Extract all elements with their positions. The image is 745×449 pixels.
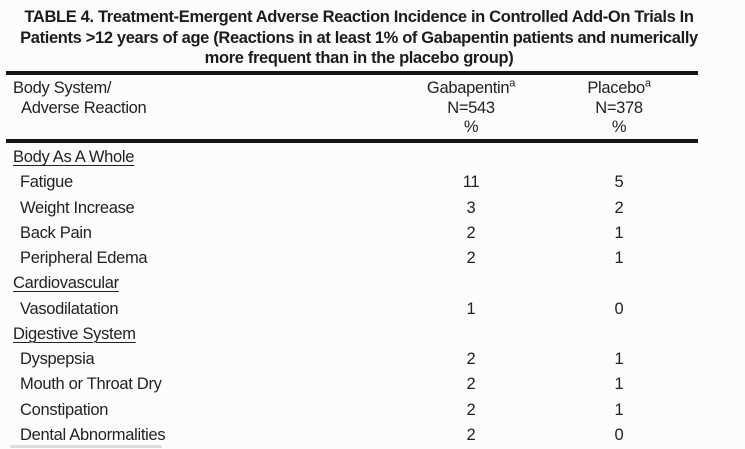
placebo-value: 5	[614, 173, 624, 192]
cutoff-row-fragment	[10, 445, 162, 448]
reaction-label: Dental Abnormalities	[20, 425, 166, 444]
header-gabapentin-n: N=543	[447, 98, 495, 117]
placebo-value: 1	[614, 249, 624, 268]
gabapentin-value: 2	[466, 400, 476, 419]
header-gabapentin: Gabapentina N=543 %	[386, 77, 556, 138]
table-title-line3: more frequent than in the placebo group)	[204, 49, 514, 67]
gabapentin-value: 2	[466, 249, 476, 268]
reaction-label: Fatigue	[20, 173, 73, 192]
header-body-system-line1: Body System/	[13, 79, 112, 97]
category-label: Body As A Whole	[13, 148, 135, 167]
table-row: Mouth or Throat Dry 2 1	[6, 372, 698, 397]
reaction-label: Weight Increase	[20, 198, 135, 217]
table-row: Vasodilatation 1 0	[6, 297, 698, 322]
header-body-system-line2: Adverse Reaction	[21, 98, 147, 117]
gabapentin-value: 2	[466, 223, 476, 242]
category-row: Cardiovascular	[6, 271, 698, 296]
table-row: Fatigue 11 5	[6, 170, 698, 195]
table-header-row: Body System/ Adverse Reaction Gabapentin…	[6, 77, 698, 138]
placebo-value: 1	[614, 350, 624, 369]
reaction-label: Constipation	[20, 400, 109, 419]
header-body-system: Body System/ Adverse Reaction	[6, 79, 386, 138]
gabapentin-value: 3	[466, 198, 476, 217]
horizontal-rule-top	[6, 71, 698, 75]
table-row: Weight Increase 3 2	[6, 196, 698, 221]
placebo-value: 1	[614, 375, 624, 394]
placebo-value: 0	[614, 299, 624, 318]
gabapentin-value: 1	[466, 299, 476, 318]
reaction-label: Mouth or Throat Dry	[20, 375, 162, 394]
footnote-marker-a: a	[644, 77, 651, 90]
table-row: Peripheral Edema 2 1	[6, 246, 698, 271]
table-row: Back Pain 2 1	[6, 221, 698, 246]
category-row: Body As A Whole	[6, 145, 698, 170]
header-placebo: Placeboa N=378 %	[556, 77, 682, 138]
header-gabapentin-unit: %	[463, 118, 479, 136]
reaction-label: Dyspepsia	[20, 350, 95, 369]
placebo-value: 0	[614, 425, 624, 444]
gabapentin-value: 2	[466, 350, 476, 369]
gabapentin-value: 11	[462, 173, 480, 192]
gabapentin-value: 2	[466, 375, 476, 394]
header-placebo-n: N=378	[595, 98, 643, 117]
reaction-label: Back Pain	[20, 223, 92, 242]
placebo-value: 1	[614, 400, 624, 419]
horizontal-rule-header-bottom	[6, 139, 698, 143]
reaction-label: Vasodilatation	[20, 299, 119, 318]
category-label: Digestive System	[13, 324, 136, 343]
table-title: TABLE 4. Treatment-Emergent Adverse Reac…	[8, 7, 710, 69]
header-gabapentin-name: Gabapentina	[426, 77, 516, 97]
gabapentin-value: 2	[466, 425, 476, 444]
placebo-value: 1	[614, 223, 624, 242]
table-row: Dental Abnormalities 2 0	[6, 423, 698, 448]
table-row: Constipation 2 1	[6, 398, 698, 423]
header-placebo-unit: %	[611, 118, 627, 136]
table-row: Dyspepsia 2 1	[6, 347, 698, 372]
header-placebo-name: Placeboa	[587, 77, 651, 97]
table-title-line1: TABLE 4. Treatment-Emergent Adverse Reac…	[24, 8, 694, 26]
reaction-label: Peripheral Edema	[20, 249, 148, 268]
footnote-marker-a: a	[509, 77, 516, 90]
placebo-value: 2	[614, 198, 624, 217]
table-title-line2: Patients >12 years of age (Reactions in …	[20, 28, 698, 47]
category-row: Digestive System	[6, 322, 698, 347]
category-label: Cardiovascular	[13, 274, 119, 293]
table-body: Body As A Whole Fatigue 11 5 Weight Incr…	[6, 145, 698, 448]
